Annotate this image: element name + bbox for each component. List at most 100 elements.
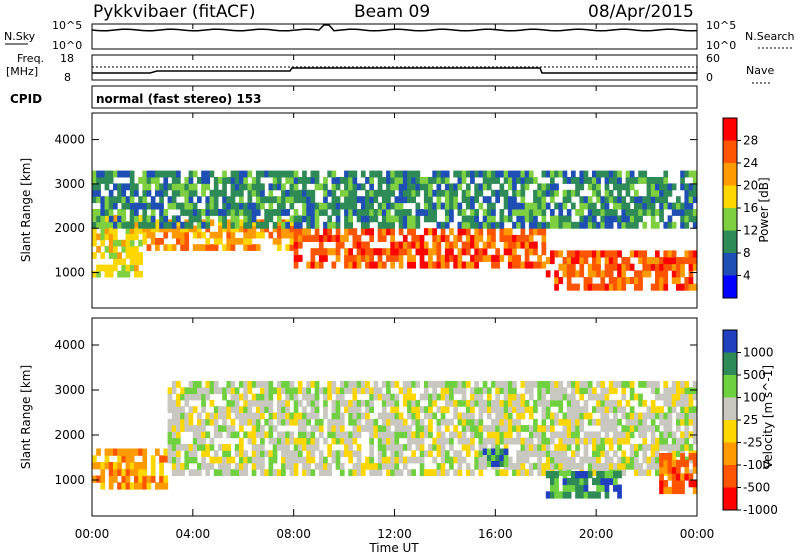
heatmap-cell	[684, 196, 690, 204]
heatmap-cell	[188, 183, 194, 191]
heatmap-cell	[125, 264, 131, 272]
heatmap-cell	[276, 406, 282, 413]
heatmap-cell	[310, 437, 316, 445]
heatmap-cell	[327, 444, 332, 451]
heatmap-cell	[192, 202, 198, 210]
heatmap-cell	[566, 393, 572, 401]
heatmap-cell	[608, 277, 614, 285]
heatmap-cell	[444, 183, 450, 191]
heatmap-cell	[663, 183, 669, 191]
heatmap-cell	[444, 450, 450, 458]
heatmap-cell	[571, 406, 576, 413]
heatmap-cell	[171, 387, 177, 395]
heatmap-cell	[512, 437, 517, 445]
heatmap-cell	[260, 450, 265, 458]
heatmap-cell	[634, 215, 639, 223]
heatmap-cell	[394, 431, 400, 439]
heatmap-cell	[621, 393, 627, 401]
heatmap-cell	[285, 456, 290, 464]
heatmap-cell	[192, 183, 198, 191]
heatmap-cell	[638, 277, 643, 285]
heatmap-cell	[365, 196, 370, 204]
heatmap-cell	[146, 183, 152, 191]
heatmap-cell	[339, 437, 345, 445]
heatmap-cell	[377, 261, 383, 269]
heatmap-cell	[688, 399, 694, 407]
heatmap-cell	[541, 183, 547, 191]
heatmap-cell	[499, 460, 505, 467]
heatmap-cell	[402, 462, 408, 470]
heatmap-cell	[449, 248, 454, 256]
heatmap-cell	[482, 381, 488, 388]
heatmap-cell	[415, 381, 421, 388]
heatmap-cell	[188, 456, 194, 464]
heatmap-cell	[285, 406, 290, 413]
heatmap-cell	[407, 177, 412, 184]
heatmap-cell	[142, 183, 148, 191]
heatmap-cell	[360, 412, 366, 420]
heatmap-cell	[255, 170, 261, 178]
heatmap-cell	[92, 214, 97, 222]
heatmap-cell	[281, 444, 286, 451]
heatmap-cell	[646, 444, 652, 451]
heatmap-cell	[537, 387, 542, 395]
heatmap-cell	[352, 431, 358, 439]
heatmap-cell	[667, 453, 673, 461]
heatmap-cell	[495, 261, 500, 269]
heatmap-cell	[650, 437, 656, 445]
heatmap-cell	[331, 209, 337, 216]
heatmap-cell	[600, 170, 606, 178]
heatmap-cell	[629, 406, 635, 413]
heatmap-cell	[335, 215, 341, 223]
heatmap-cell	[608, 462, 614, 470]
heatmap-cell	[566, 406, 572, 413]
heatmap-cell	[415, 431, 421, 439]
heatmap-cell	[264, 381, 269, 388]
freq-tick-low: 8	[64, 71, 71, 84]
heatmap-cell	[369, 183, 374, 191]
heatmap-cell	[419, 450, 425, 458]
heatmap-cell	[121, 468, 127, 477]
heatmap-cell	[587, 381, 593, 388]
heatmap-cell	[663, 196, 669, 204]
heatmap-cell	[272, 196, 278, 204]
heatmap-cell	[276, 177, 282, 184]
heatmap-cell	[369, 393, 374, 401]
heatmap-cell	[520, 234, 526, 242]
heatmap-cell	[444, 387, 450, 395]
heatmap-cell	[436, 425, 442, 432]
heatmap-cell	[377, 393, 383, 401]
heatmap-cell	[579, 456, 585, 464]
heatmap-cell	[600, 444, 606, 451]
heatmap-cell	[142, 225, 148, 233]
heatmap-cell	[587, 456, 593, 464]
heatmap-cell	[209, 231, 215, 239]
heatmap-cell	[394, 425, 400, 432]
freq-tick-high: 18	[60, 52, 74, 65]
heatmap-cell	[688, 393, 694, 401]
heatmap-cell	[621, 257, 627, 265]
heatmap-cell	[617, 202, 622, 210]
heatmap-cell	[243, 381, 248, 388]
heatmap-cell	[671, 473, 677, 481]
heatmap-cell	[428, 450, 433, 458]
heatmap-cell	[255, 177, 261, 184]
heatmap-cell	[617, 277, 622, 285]
heatmap-cell	[604, 477, 610, 486]
heatmap-cell	[125, 170, 131, 178]
heatmap-cell	[180, 462, 185, 470]
heatmap-cell	[432, 261, 437, 269]
heatmap-cell	[201, 425, 206, 432]
heatmap-cell	[415, 418, 421, 426]
heatmap-cell	[302, 189, 307, 197]
heatmap-cell	[642, 202, 648, 210]
heatmap-cell	[134, 270, 139, 278]
heatmap-cell	[348, 431, 353, 439]
heatmap-cell	[457, 221, 463, 229]
heatmap-cell	[121, 189, 127, 197]
heatmap-cell	[579, 477, 585, 486]
heatmap-cell	[676, 486, 681, 495]
heatmap-cell	[260, 170, 265, 178]
heatmap-cell	[692, 453, 698, 461]
heatmap-cell	[230, 215, 236, 223]
